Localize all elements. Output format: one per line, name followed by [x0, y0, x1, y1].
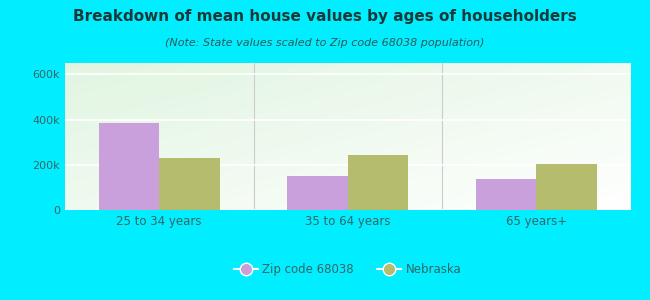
- Text: Breakdown of mean house values by ages of householders: Breakdown of mean house values by ages o…: [73, 9, 577, 24]
- Bar: [287, 176, 348, 210]
- Legend: Zip code 68038, Nebraska: Zip code 68038, Nebraska: [229, 258, 466, 280]
- Bar: [476, 179, 536, 210]
- Bar: [536, 164, 597, 210]
- Bar: [159, 158, 220, 210]
- Bar: [99, 123, 159, 210]
- Text: (Note: State values scaled to Zip code 68038 population): (Note: State values scaled to Zip code 6…: [165, 38, 485, 47]
- Bar: [348, 154, 408, 210]
